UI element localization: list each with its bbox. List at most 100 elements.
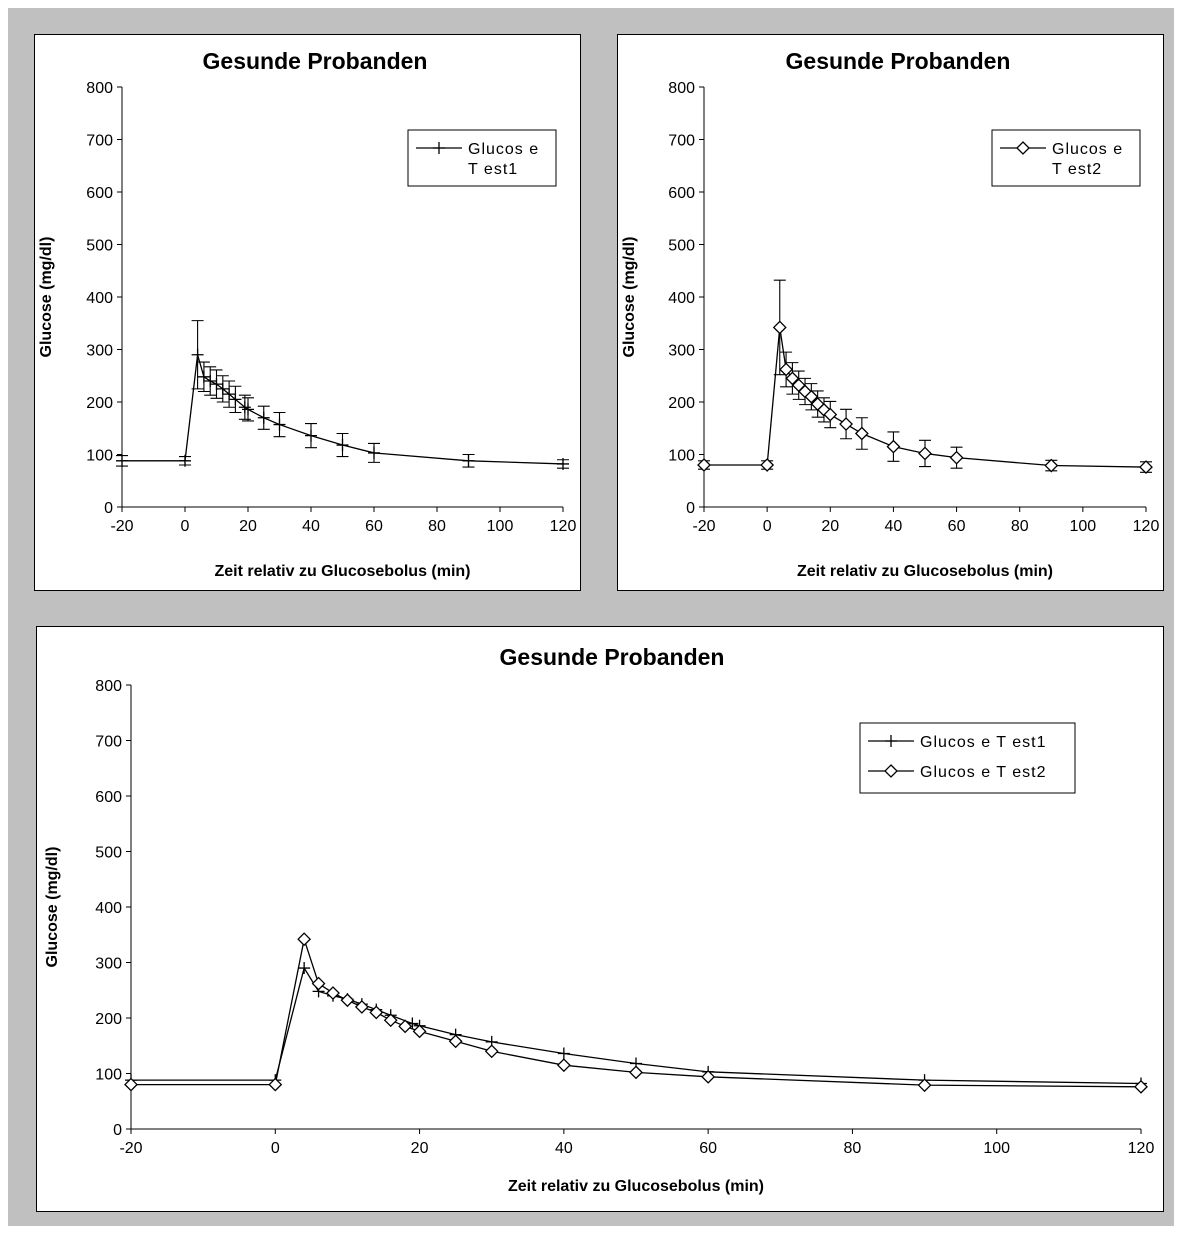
chart1-y-tick-label: 500 [86, 238, 113, 255]
chart-test2: Gesunde Probanden01002003004005006007008… [621, 48, 1160, 580]
chart1-data-point [216, 382, 229, 395]
chart3-x-tick-label: 100 [983, 1140, 1010, 1157]
chart1-data-point [305, 429, 317, 442]
chart3-y-tick-label: 0 [113, 1122, 122, 1139]
chart2-legend-label: T est2 [1052, 161, 1102, 178]
chart2-legend-box [991, 129, 1141, 187]
chart2-y-tick-label: 500 [668, 238, 695, 255]
chart3-y-tick-label: 100 [95, 1067, 122, 1084]
chart1-y-tick-label: 200 [86, 395, 113, 412]
chart2-x-tick-label: 80 [1011, 518, 1029, 535]
chart-panel-test2: Gesunde Probanden 0 100 200 300 400 500 600 700 8… [617, 34, 1164, 591]
chart3-y-tick-label: 200 [95, 1011, 122, 1028]
chart3-data-point [124, 1077, 138, 1092]
chart2-y-axis-label: Glucose (mg/dl) [621, 237, 638, 358]
chart1-data-point [273, 418, 286, 431]
chart3-data-point [484, 1044, 499, 1059]
chart2-data-point [918, 446, 932, 461]
chart2-y-tick-label: 800 [668, 80, 695, 97]
chart3-y-tick-label: 600 [95, 789, 122, 806]
chart3-data-point [398, 1019, 413, 1034]
chart-combined: Gesunde Probanden01002003004005006007008… [44, 644, 1155, 1195]
chart1-y-tick-label: 300 [86, 343, 113, 360]
chart3-data-point [340, 993, 355, 1008]
chart1-data-point [204, 375, 217, 387]
chart1-title: Gesunde Probanden [203, 48, 428, 74]
chart3-legend-marker [885, 735, 897, 747]
chart3-x-tick-label: 20 [411, 1140, 429, 1157]
chart2-legend: Glucos e T est2 [991, 129, 1141, 187]
chart2-y-tick-label: 100 [668, 448, 695, 465]
chart2-x-tick-label: 100 [1070, 518, 1097, 535]
chart-panel-test1: Gesunde Probanden 0 100 200 300 400 500 600 700 8… [34, 34, 581, 591]
chart1-x-tick-label: 80 [428, 518, 446, 535]
chart3-title: Gesunde Probanden [500, 644, 725, 670]
chart1-y-axis-label: Glucose (mg/dl) [38, 237, 55, 358]
chart1-y-tick-label: 700 [86, 133, 113, 150]
chart3-legend-label: Glucos e T est2 [920, 764, 1046, 781]
chart3-data-point [297, 932, 312, 947]
chart2-data-point [1044, 458, 1059, 473]
chart1-data-point [242, 403, 254, 416]
chart2-data-point [772, 320, 787, 335]
chart1-data-point [462, 454, 475, 467]
chart2-data-point [779, 362, 794, 377]
chart3-x-tick-label: 60 [699, 1140, 717, 1157]
chart1-legend: Glucos e T est1 [407, 129, 557, 187]
chart1-x-tick-label: 60 [365, 518, 383, 535]
chart3-x-tick-label: 40 [555, 1140, 573, 1157]
chart1-y-tick-label: 0 [104, 500, 113, 517]
chart2-data-point [697, 458, 711, 472]
chart3-legend-marker [884, 764, 898, 778]
chart1-data-point [229, 393, 242, 406]
chart3-x-tick-label: 80 [844, 1140, 862, 1157]
chart2-y-tick-label: 400 [668, 290, 695, 307]
chart1-legend-box [407, 129, 557, 187]
chart1-x-tick-label: 0 [181, 518, 190, 535]
chart3-data-point [311, 976, 326, 991]
chart2-y-tick-label: 700 [668, 133, 695, 150]
chart1-y-tick-label: 100 [86, 448, 113, 465]
chart1-x-tick-label: 40 [302, 518, 320, 535]
chart3-y-tick-label: 300 [95, 956, 122, 973]
chart2-x-tick-label: 20 [821, 518, 839, 535]
chart3-data-point [629, 1065, 643, 1080]
chart1-legend-label: Glucos e [468, 141, 539, 158]
chart3-series-line [131, 936, 1142, 1088]
chart3-y-tick-label: 500 [95, 845, 122, 862]
chart1-data-point [179, 454, 191, 467]
chart3-data-point [383, 1013, 398, 1028]
chart3-legend: Glucos e T est1 Glucos e T est2 [859, 722, 1076, 794]
chart2-legend-label: Glucos e [1052, 141, 1123, 158]
chart1-data-point [223, 388, 236, 401]
chart-test1: Gesunde Probanden01002003004005006007008… [38, 48, 577, 580]
chart2-series-1 [697, 279, 1153, 475]
chart2-x-axis-label: Zeit relativ zu Glucosebolus (min) [797, 563, 1053, 580]
chart1-series-1 [116, 320, 569, 470]
chart2-data-point [1139, 460, 1153, 475]
chart3-legend-label: Glucos e T est1 [920, 734, 1046, 751]
chart3-data-point [298, 962, 311, 975]
chart1-data-point [257, 411, 270, 424]
chart1-y-tick-label: 800 [86, 80, 113, 97]
chart3-x-tick-label: 120 [1128, 1140, 1155, 1157]
chart3-data-point [412, 1024, 427, 1039]
chart1-x-tick-label: 20 [239, 518, 257, 535]
chart3-y-tick-label: 400 [95, 900, 122, 917]
chart2-x-tick-label: 120 [1133, 518, 1160, 535]
chart1-x-tick-label: 100 [487, 518, 514, 535]
chart3-data-point [268, 1077, 283, 1092]
chart2-legend-marker [1016, 141, 1030, 155]
chart1-data-point [116, 454, 128, 467]
chart3-data-point [1134, 1079, 1148, 1094]
chart3-data-point [448, 1034, 463, 1049]
chart1-data-point [191, 348, 204, 361]
chart2-data-point [760, 458, 775, 472]
chart2-data-point [798, 384, 812, 399]
chart1-x-tick-label: 120 [550, 518, 577, 535]
chart1-x-tick-label: -20 [110, 518, 133, 535]
chart2-x-tick-label: 40 [885, 518, 903, 535]
chart1-legend-label: T est1 [468, 161, 518, 178]
chart2-data-point [854, 426, 869, 441]
chart2-y-tick-label: 200 [668, 395, 695, 412]
